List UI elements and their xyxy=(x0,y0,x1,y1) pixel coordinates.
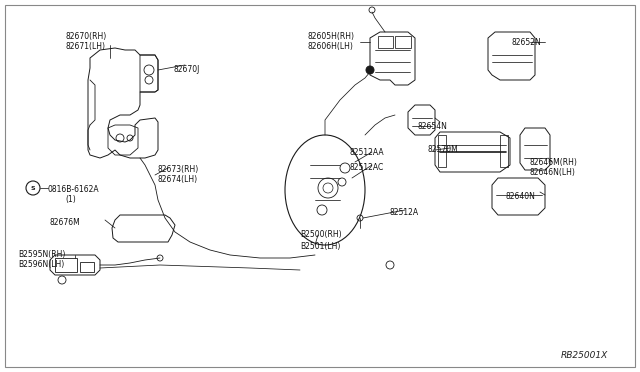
Text: 82654N: 82654N xyxy=(418,122,448,131)
Text: 82512A: 82512A xyxy=(390,208,419,217)
Circle shape xyxy=(366,66,374,74)
Bar xyxy=(500,135,508,167)
Text: 82570M: 82570M xyxy=(428,145,459,154)
Bar xyxy=(438,135,446,167)
Bar xyxy=(55,258,77,272)
Text: 82652N: 82652N xyxy=(512,38,541,47)
Text: 82646M(RH): 82646M(RH) xyxy=(530,158,578,167)
Text: 82674(LH): 82674(LH) xyxy=(158,175,198,184)
Text: 82605H(RH): 82605H(RH) xyxy=(308,32,355,41)
Text: 82670J: 82670J xyxy=(173,65,200,74)
Bar xyxy=(378,36,393,48)
Bar xyxy=(395,36,411,48)
Text: B2500(RH): B2500(RH) xyxy=(300,230,342,239)
Text: 82512AA: 82512AA xyxy=(350,148,385,157)
Text: S: S xyxy=(31,186,35,190)
Text: B2501(LH): B2501(LH) xyxy=(300,242,340,251)
Text: 82671(LH): 82671(LH) xyxy=(65,42,105,51)
Text: B2595N(RH): B2595N(RH) xyxy=(18,250,65,259)
Text: 82670(RH): 82670(RH) xyxy=(65,32,106,41)
Bar xyxy=(80,262,94,272)
Text: 82512AC: 82512AC xyxy=(350,163,384,172)
Text: 82676M: 82676M xyxy=(50,218,81,227)
Text: 82673(RH): 82673(RH) xyxy=(158,165,199,174)
Text: 82646N(LH): 82646N(LH) xyxy=(530,168,576,177)
Text: 82640N: 82640N xyxy=(505,192,535,201)
Text: RB25001X: RB25001X xyxy=(561,351,608,360)
Text: 0816B-6162A: 0816B-6162A xyxy=(48,185,100,194)
Text: (1): (1) xyxy=(65,195,76,204)
Text: B2596N(LH): B2596N(LH) xyxy=(18,260,64,269)
Text: 82606H(LH): 82606H(LH) xyxy=(308,42,354,51)
